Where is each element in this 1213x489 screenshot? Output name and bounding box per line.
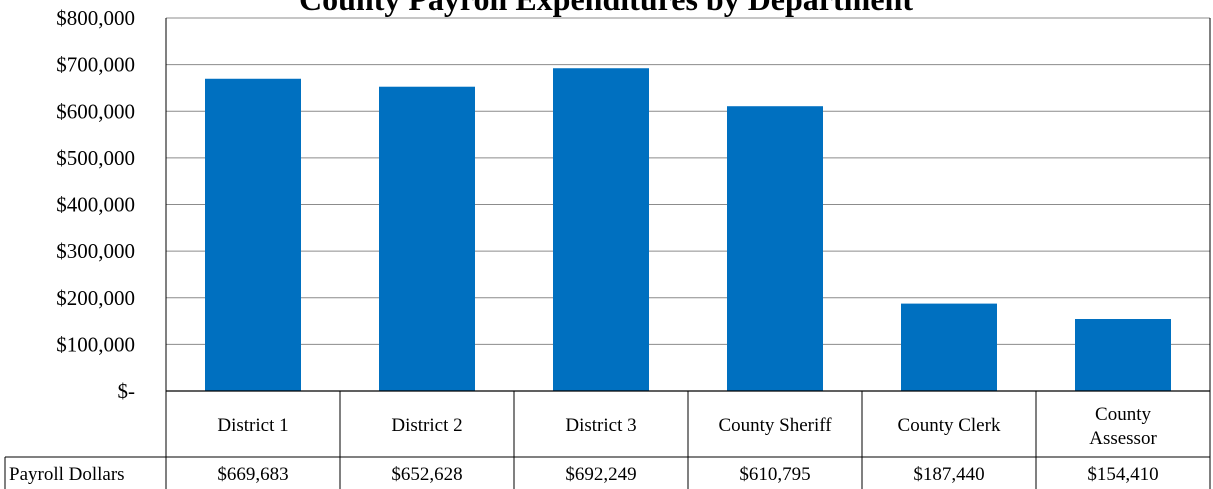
y-tick-label: $300,000 — [56, 239, 135, 263]
bar — [205, 78, 301, 391]
y-tick-label: $800,000 — [56, 6, 135, 30]
bar — [1075, 319, 1171, 391]
table-series-label: Payroll Dollars — [9, 464, 125, 485]
table-value-cell: $652,628 — [391, 464, 462, 485]
bar — [901, 303, 997, 391]
y-tick-label: $400,000 — [56, 193, 135, 217]
y-tick-label: $600,000 — [56, 99, 135, 123]
x-category-label: County Clerk — [898, 415, 1001, 436]
y-tick-label: $200,000 — [56, 286, 135, 310]
table-value-cell: $669,683 — [217, 464, 288, 485]
y-tick-label: $700,000 — [56, 53, 135, 77]
bar — [379, 86, 475, 392]
table-value-cell: $187,440 — [913, 464, 984, 485]
table-value-cell: $692,249 — [565, 464, 636, 485]
y-tick-label: $- — [118, 379, 136, 403]
chart-title: County Payroll Expenditures by Departmen… — [299, 0, 913, 17]
table-value-cell: $610,795 — [739, 464, 810, 485]
x-category-label: District 3 — [565, 415, 636, 436]
table-value-cell: $154,410 — [1087, 464, 1158, 485]
bar — [727, 106, 823, 391]
y-tick-label: $500,000 — [56, 146, 135, 170]
x-category-label: County Assessor — [1089, 404, 1157, 449]
x-category-label: County Sheriff — [718, 415, 832, 436]
x-category-label: District 2 — [391, 415, 462, 436]
bar — [553, 68, 649, 392]
x-category-label: District 1 — [217, 415, 288, 436]
y-tick-label: $100,000 — [56, 332, 135, 356]
